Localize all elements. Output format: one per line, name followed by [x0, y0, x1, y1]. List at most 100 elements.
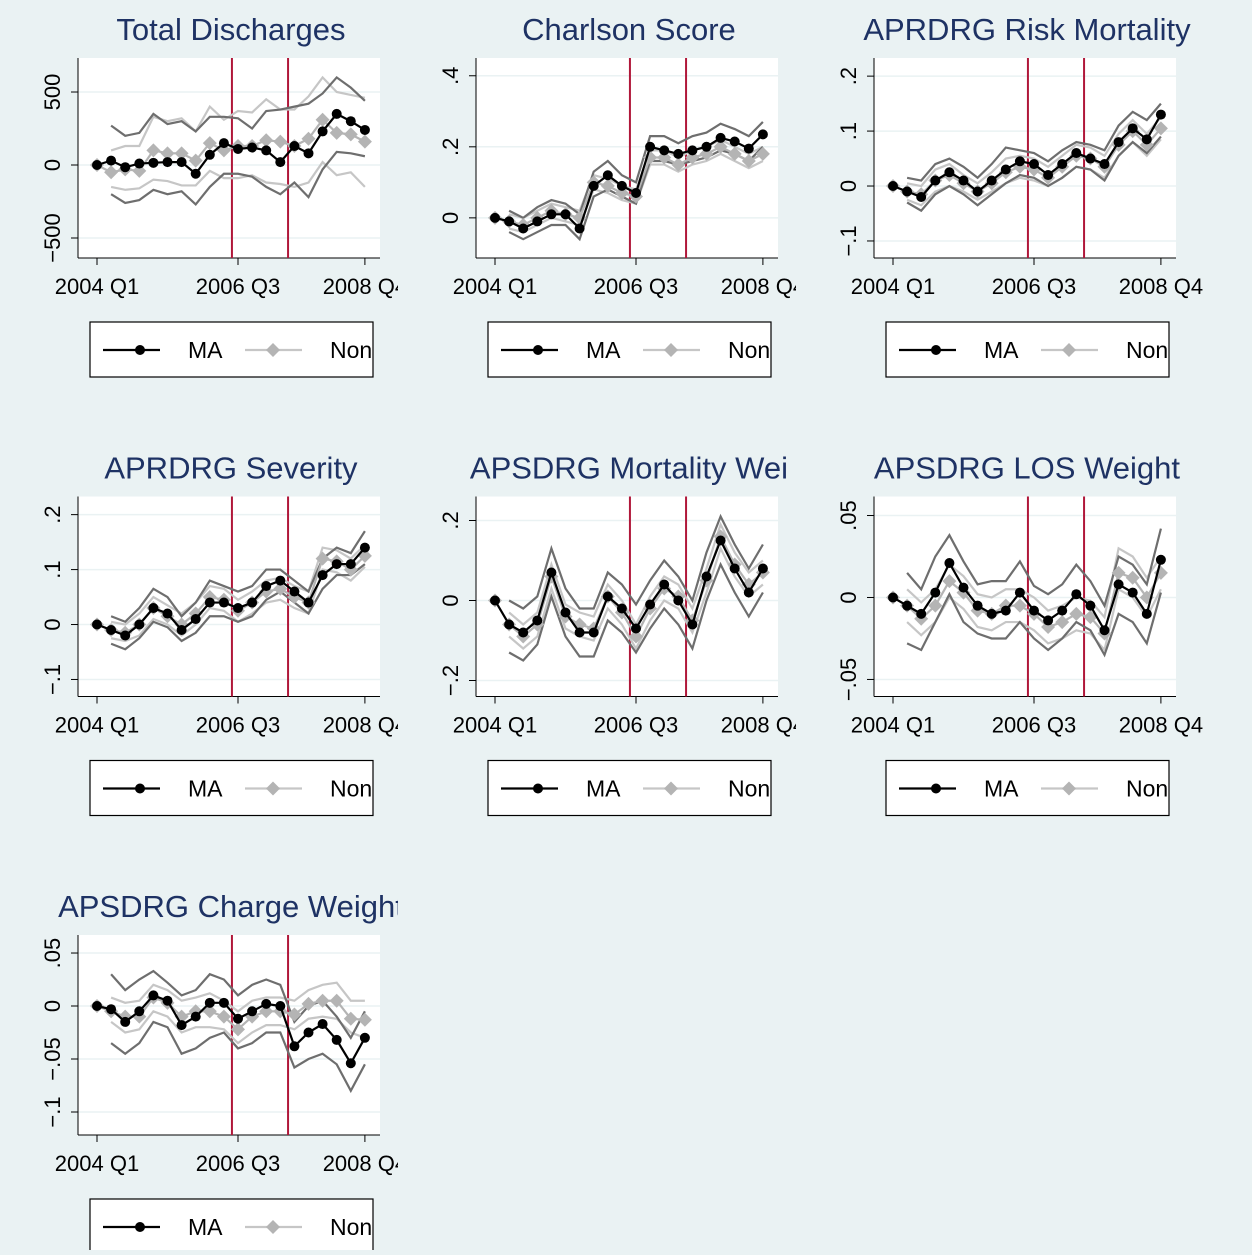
plot-area	[476, 496, 778, 697]
point	[218, 138, 229, 149]
point	[287, 590, 302, 605]
point	[275, 1001, 286, 1012]
point	[134, 158, 145, 169]
point	[1000, 605, 1011, 616]
legend-marker	[533, 345, 543, 355]
y-tick-label: .4	[438, 67, 463, 85]
chart-title: Total Discharges	[116, 12, 345, 47]
point	[120, 630, 131, 641]
point	[331, 108, 342, 119]
point	[629, 629, 643, 644]
ci-line	[110, 1020, 366, 1094]
y-tick-label: −500	[40, 213, 65, 263]
ci-line	[906, 102, 1162, 182]
panel: APSDRG Mortality Wei −.2 0 .2 2004 Q1 2006 Q3…	[438, 451, 796, 817]
point	[715, 132, 726, 143]
point	[546, 209, 557, 220]
point	[902, 600, 913, 611]
y-tick-label: 0	[40, 159, 65, 171]
ci-line	[508, 545, 764, 651]
point	[331, 1034, 342, 1045]
point	[146, 143, 161, 158]
legend-marker	[931, 345, 941, 355]
point	[120, 162, 131, 173]
point	[687, 619, 698, 630]
point	[92, 619, 102, 630]
point	[757, 129, 768, 140]
legend-label: MA	[188, 337, 223, 363]
point	[259, 1004, 274, 1019]
point	[972, 600, 983, 611]
ci-line	[508, 121, 764, 220]
point	[162, 995, 173, 1006]
plot-area	[78, 496, 380, 697]
plot-area	[874, 58, 1176, 258]
y-tick-label: 0	[836, 180, 861, 192]
point	[202, 1004, 217, 1019]
point	[273, 581, 288, 596]
point	[106, 625, 117, 636]
y-tick-label: .2	[836, 67, 861, 85]
x-tick-label: 2008 Q4	[1119, 713, 1203, 738]
point	[942, 574, 957, 589]
point	[574, 627, 585, 638]
legend-label: MA	[188, 776, 223, 802]
point	[303, 597, 314, 608]
point	[944, 167, 955, 178]
point	[204, 149, 215, 160]
point	[106, 1004, 117, 1015]
point	[345, 1058, 356, 1069]
point	[190, 614, 201, 625]
point	[727, 146, 742, 161]
point	[743, 143, 754, 154]
plot-area	[874, 496, 1176, 697]
point	[729, 136, 740, 147]
point	[233, 603, 243, 614]
ci-line	[110, 544, 366, 626]
point	[518, 627, 529, 638]
point	[588, 180, 599, 191]
legend-marker	[135, 1222, 145, 1232]
point	[134, 619, 145, 630]
panel: APRDRG Severity −.1 0 .1 .2 2004 Q1 2006 Q3 200…	[40, 451, 398, 817]
legend-marker	[533, 783, 543, 794]
legend-label: MA	[984, 776, 1019, 802]
point	[275, 157, 286, 168]
x-tick-label: 2004 Q1	[851, 274, 935, 299]
legend-label: MA	[984, 337, 1019, 363]
x-tick-label: 2004 Q1	[55, 274, 139, 299]
x-tick-label: 2006 Q3	[196, 274, 280, 299]
ci-line	[110, 160, 366, 191]
point	[134, 1006, 145, 1017]
point	[247, 142, 258, 153]
point	[359, 124, 370, 135]
ci-line	[110, 150, 366, 207]
point	[916, 192, 927, 203]
point	[685, 150, 700, 165]
point	[359, 542, 370, 553]
y-tick-label: −.05	[836, 658, 861, 701]
chart-title: APRDRG Severity	[104, 451, 358, 486]
point	[273, 134, 288, 149]
point	[673, 148, 684, 159]
legend-label: Non	[330, 337, 372, 363]
point	[504, 619, 515, 630]
chart-title: APSDRG Mortality Wei	[470, 451, 788, 486]
ci-line	[110, 75, 366, 137]
point	[233, 1013, 243, 1024]
y-tick-label: .05	[40, 938, 65, 969]
point	[259, 584, 274, 599]
point	[357, 548, 372, 563]
point	[715, 535, 726, 546]
point	[958, 582, 969, 593]
legend-label: MA	[188, 1214, 223, 1240]
point	[287, 1007, 302, 1022]
point	[106, 155, 117, 166]
point	[204, 997, 215, 1008]
y-tick-label: .2	[438, 138, 463, 156]
point	[345, 116, 356, 127]
point	[315, 551, 330, 566]
legend-label: Non	[330, 776, 372, 802]
point	[1029, 159, 1039, 170]
point	[701, 141, 712, 152]
